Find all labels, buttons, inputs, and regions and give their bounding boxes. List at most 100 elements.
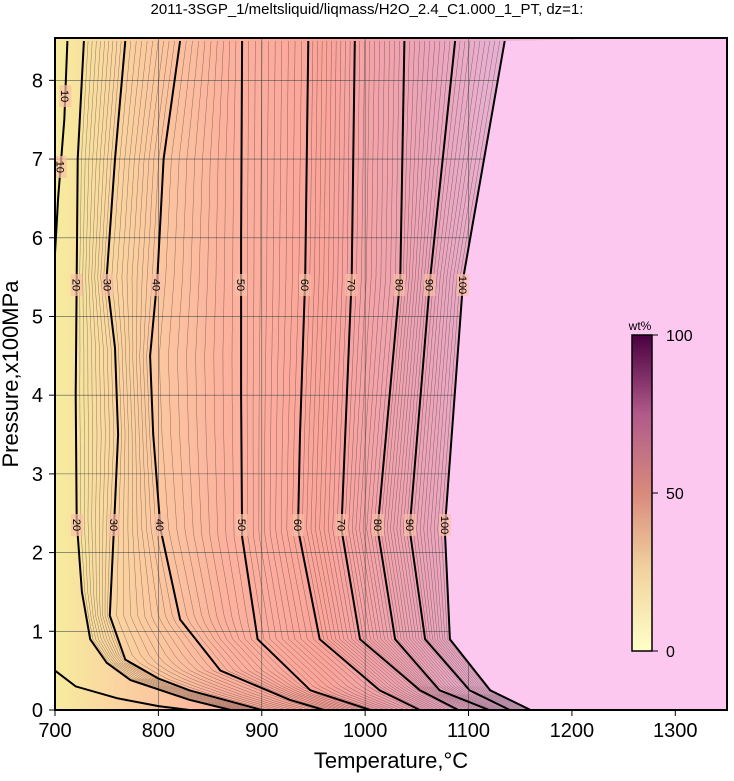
contour-label-bg: [292, 514, 305, 537]
thin-contour: [258, 40, 386, 710]
thin-contour: [426, 40, 521, 710]
x-tick-label: 1000: [343, 720, 388, 742]
thin-contour: [292, 40, 416, 710]
contour-label: 90: [423, 279, 435, 291]
thin-contour: [131, 40, 293, 710]
contour-label: 20: [70, 279, 82, 291]
y-tick-label: 5: [32, 306, 43, 328]
thin-contour: [88, 40, 244, 710]
thin-contour: [344, 40, 462, 710]
thin-contour: [380, 40, 492, 710]
thin-contour: [168, 40, 334, 710]
contour-label-bg: [108, 514, 121, 537]
contour-label-bg: [335, 514, 348, 537]
thin-contour: [373, 40, 487, 710]
thin-contour: [275, 40, 401, 710]
thin-contour: [186, 40, 343, 710]
contour-line: [340, 40, 459, 710]
thin-contour: [91, 40, 247, 710]
contour-line: [376, 40, 490, 710]
plot-frame: [54, 37, 728, 711]
thin-contour: [393, 40, 500, 710]
thin-contour: [116, 40, 275, 710]
thin-contour: [79, 40, 234, 710]
contour-line: [443, 40, 532, 710]
thin-contour: [195, 40, 348, 710]
contour-label-bg: [371, 514, 384, 537]
contour-line: [240, 40, 371, 710]
contour-label-bg: [55, 155, 67, 178]
contour-label-bg: [423, 273, 436, 296]
contour-label-bg: [154, 514, 167, 537]
contour-label-bg: [150, 273, 163, 296]
chart-title: 2011-3SGP_1/meltsliquid/liqmass/H2O_2.4_…: [151, 1, 584, 18]
x-axis-label: Temperature,°C: [314, 748, 468, 773]
x-tick-label: 1300: [653, 720, 698, 742]
thin-contour: [135, 40, 300, 710]
contour-label: 70: [335, 519, 347, 531]
thin-contour: [142, 40, 312, 710]
contour-label-bg: [101, 273, 114, 296]
contour-label-bg: [403, 514, 416, 537]
thin-contour: [310, 40, 432, 710]
thin-contour: [370, 40, 484, 710]
thin-contour: [332, 40, 451, 710]
contour-label: 30: [101, 279, 113, 291]
x-tick-label: 800: [142, 720, 175, 742]
colorbar-tick-label: 50: [666, 486, 684, 503]
thin-contour: [440, 40, 529, 710]
contour-label-bg: [393, 273, 406, 296]
thin-contour: [430, 40, 523, 710]
contour-label: 70: [344, 279, 356, 291]
contour-label: 80: [371, 519, 383, 531]
contour-label: 60: [298, 279, 310, 291]
thin-contour: [286, 40, 411, 710]
contour-label: 40: [153, 519, 165, 531]
thin-contour: [204, 40, 352, 710]
thin-contour: [416, 40, 515, 710]
thin-contour: [383, 40, 494, 710]
colorbar: [631, 334, 653, 652]
thin-contour: [412, 40, 513, 710]
thin-contour: [390, 40, 498, 710]
thin-contour: [423, 40, 519, 710]
contour-label: 30: [107, 519, 119, 531]
thin-contour: [177, 40, 338, 710]
contour-label-bg: [70, 273, 83, 296]
x-tick-label: 700: [38, 720, 71, 742]
thin-contour: [328, 40, 447, 710]
contour-label-bg: [59, 85, 72, 108]
thin-contour: [359, 40, 474, 710]
thin-contour: [103, 40, 259, 710]
contour-label: 10: [58, 90, 70, 102]
thin-contour: [82, 40, 238, 710]
colorbar-tick-label: 100: [666, 328, 693, 345]
thin-contour: [306, 40, 428, 710]
contour-label-bg: [236, 514, 249, 537]
thin-contour: [315, 40, 436, 710]
contour-label-bg: [298, 273, 311, 296]
thin-contour: [146, 40, 318, 710]
contour-label: 100: [456, 276, 468, 294]
thin-contour: [231, 40, 366, 710]
y-tick-label: 1: [32, 621, 43, 643]
thin-contour: [319, 40, 440, 710]
thin-contour: [433, 40, 525, 710]
thin-contour: [348, 40, 465, 710]
x-tick-label: 1200: [550, 720, 595, 742]
thin-contour: [366, 40, 480, 710]
contour-label: 40: [150, 279, 162, 291]
y-tick-label: 3: [32, 464, 43, 486]
contour-line: [74, 40, 232, 710]
thin-contour: [264, 40, 391, 710]
thin-contour: [252, 40, 381, 710]
thin-contour: [139, 40, 306, 710]
colorbar-label: wt%: [628, 319, 652, 333]
thin-contour: [336, 40, 455, 710]
y-tick-label: 2: [32, 543, 43, 565]
contour-label: 100: [438, 516, 450, 534]
contour-label-bg: [70, 514, 83, 537]
colorbar-tick-label: 0: [666, 644, 675, 661]
